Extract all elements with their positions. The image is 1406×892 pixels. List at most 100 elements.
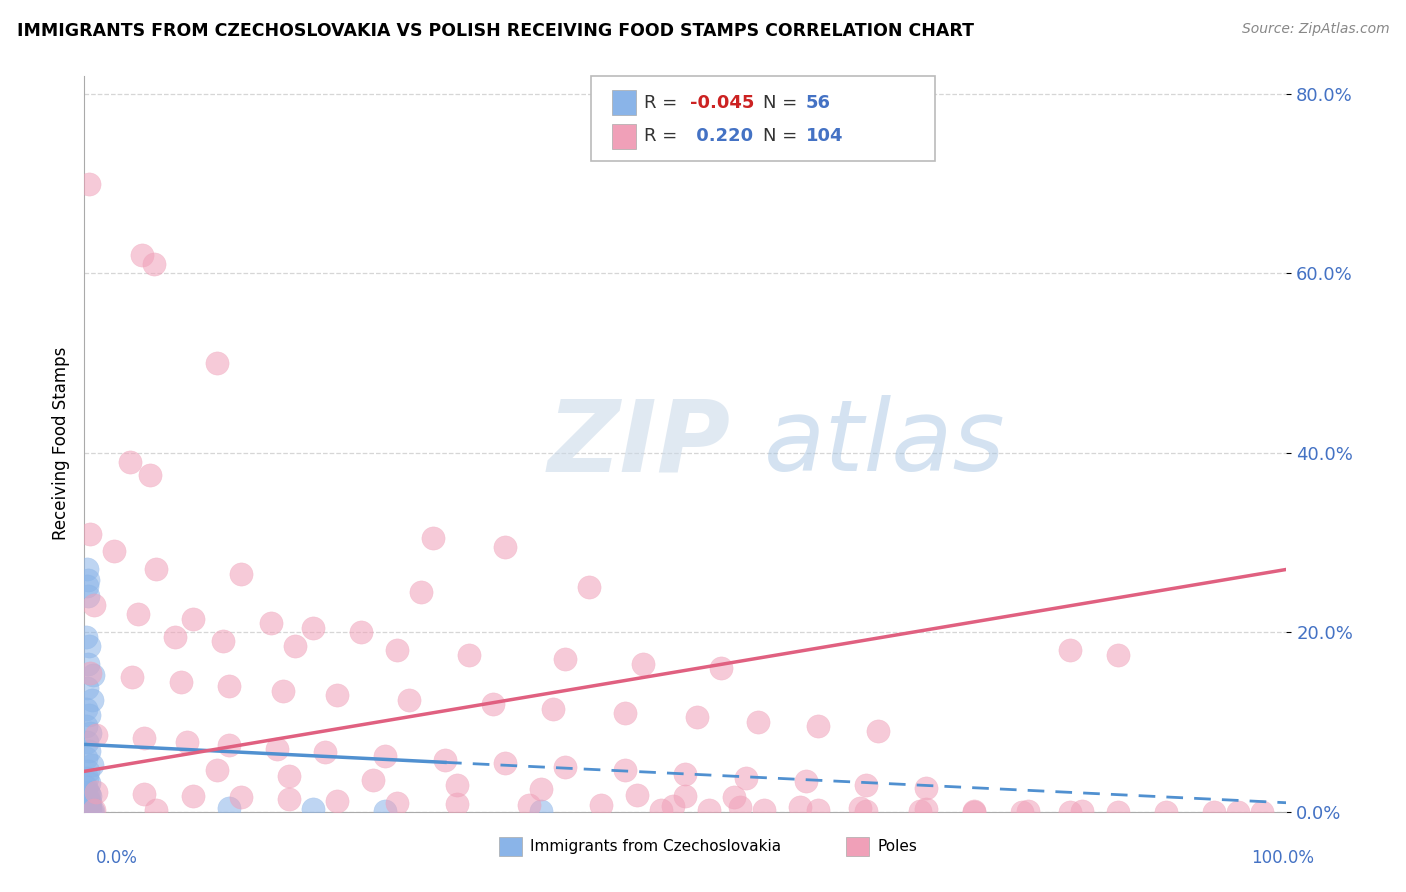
Point <box>77 744 100 758</box>
Point <box>218 679 240 693</box>
Point <box>103 544 125 558</box>
Point <box>807 803 830 817</box>
Text: N =: N = <box>763 128 803 145</box>
Point <box>855 804 877 818</box>
Point <box>284 639 307 653</box>
Text: R =: R = <box>644 128 683 145</box>
Point <box>76 681 98 695</box>
Point <box>626 788 648 802</box>
Point <box>915 802 938 816</box>
Point <box>277 769 299 783</box>
Point <box>554 652 576 666</box>
Point <box>75 797 97 811</box>
Point <box>446 797 468 811</box>
Point <box>747 714 769 729</box>
Point <box>80 758 103 772</box>
Point <box>422 531 444 545</box>
Point <box>710 661 733 675</box>
Point <box>77 793 100 807</box>
Point <box>211 634 233 648</box>
Point <box>76 798 98 813</box>
Point <box>80 805 103 819</box>
Point <box>361 773 384 788</box>
Point <box>76 801 98 815</box>
Point <box>77 639 100 653</box>
Point <box>374 804 396 818</box>
Point <box>963 805 986 819</box>
Point <box>1107 805 1129 819</box>
Text: ZIP: ZIP <box>547 395 730 492</box>
Point <box>80 692 103 706</box>
Point <box>578 580 600 594</box>
Point <box>301 802 323 816</box>
Point <box>494 540 516 554</box>
Text: IMMIGRANTS FROM CZECHOSLOVAKIA VS POLISH RECEIVING FOOD STAMPS CORRELATION CHART: IMMIGRANTS FROM CZECHOSLOVAKIA VS POLISH… <box>17 22 974 40</box>
Point <box>229 790 252 805</box>
Point <box>1017 804 1039 818</box>
Point <box>915 781 938 796</box>
Point <box>409 585 432 599</box>
Point <box>1059 643 1081 657</box>
Point <box>398 692 420 706</box>
Point <box>75 751 97 765</box>
Point <box>301 621 323 635</box>
Point <box>75 780 97 794</box>
Point <box>77 805 100 819</box>
Point <box>446 778 468 792</box>
Point <box>229 566 252 581</box>
Point <box>1227 805 1250 819</box>
Point <box>118 455 141 469</box>
Point <box>75 701 97 715</box>
Text: atlas: atlas <box>763 395 1005 492</box>
Point <box>482 697 505 711</box>
Point <box>76 735 98 749</box>
Point <box>143 257 166 271</box>
Point <box>77 764 100 779</box>
Point <box>79 789 101 803</box>
Point <box>675 789 697 804</box>
Point <box>650 803 672 817</box>
Point <box>169 674 191 689</box>
Point <box>314 746 336 760</box>
Point <box>77 804 100 818</box>
Point <box>326 794 349 808</box>
Text: 0.0%: 0.0% <box>96 849 138 867</box>
Point <box>662 799 685 814</box>
Point <box>434 753 457 767</box>
Point <box>76 790 98 805</box>
Point <box>79 795 101 809</box>
Point <box>79 665 101 680</box>
Point <box>266 742 288 756</box>
Text: -0.045: -0.045 <box>690 94 755 112</box>
Point <box>591 798 613 813</box>
Point <box>385 796 408 810</box>
Point <box>181 789 204 803</box>
Point <box>76 562 98 576</box>
Text: 104: 104 <box>806 128 844 145</box>
Point <box>374 749 396 764</box>
Text: 100.0%: 100.0% <box>1251 849 1315 867</box>
Point <box>271 683 294 698</box>
Point <box>205 764 228 778</box>
Point <box>728 800 751 814</box>
Point <box>75 805 97 819</box>
Point <box>1251 805 1274 819</box>
Point <box>458 648 481 662</box>
Point <box>82 804 104 818</box>
Text: 56: 56 <box>806 94 831 112</box>
Text: Immigrants from Czechoslovakia: Immigrants from Czechoslovakia <box>530 839 782 854</box>
Point <box>205 356 228 370</box>
Point <box>794 774 817 789</box>
Text: Source: ZipAtlas.com: Source: ZipAtlas.com <box>1241 22 1389 37</box>
Point <box>385 643 408 657</box>
Point <box>1156 805 1178 819</box>
Point <box>163 630 186 644</box>
Point <box>260 616 283 631</box>
Point <box>614 706 637 720</box>
Point <box>675 767 697 781</box>
Point <box>75 802 97 816</box>
Point <box>79 802 101 816</box>
Point <box>614 764 637 778</box>
Point <box>77 805 100 819</box>
Point <box>77 787 100 801</box>
